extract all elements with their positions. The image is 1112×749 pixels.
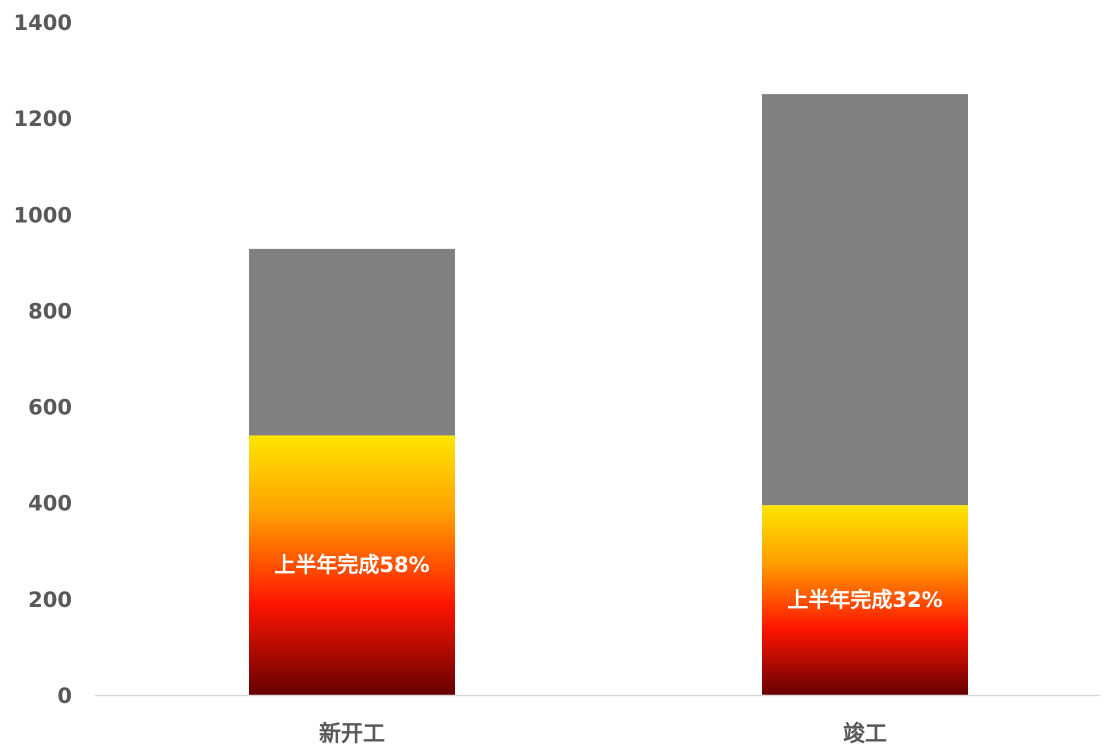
bar-completed-segment: [762, 505, 968, 695]
y-tick-label: 1000: [14, 203, 72, 227]
y-tick-label: 400: [28, 492, 72, 516]
x-category-label: 新开工: [319, 721, 385, 747]
bar-labels: 上半年完成58% 上半年完成32%: [274, 553, 942, 612]
y-axis: 0 200 400 600 800 1000 1200 1400: [14, 11, 72, 708]
bar-completed-segment: [249, 435, 455, 695]
bar-remaining-segment: [249, 248, 455, 436]
y-tick-label: 1400: [14, 11, 72, 35]
y-tick-label: 200: [28, 588, 72, 612]
y-tick-label: 600: [28, 396, 72, 420]
x-axis: 新开工 竣工: [319, 721, 887, 747]
y-tick-label: 1200: [14, 107, 72, 131]
x-category-label: 竣工: [843, 721, 887, 747]
bar-data-label: 上半年完成58%: [274, 553, 429, 577]
bar-data-label: 上半年完成32%: [787, 588, 942, 612]
y-tick-label: 0: [57, 684, 72, 708]
bar-remaining-segment: [762, 94, 968, 506]
y-tick-label: 800: [28, 299, 72, 323]
bars: [249, 94, 968, 695]
